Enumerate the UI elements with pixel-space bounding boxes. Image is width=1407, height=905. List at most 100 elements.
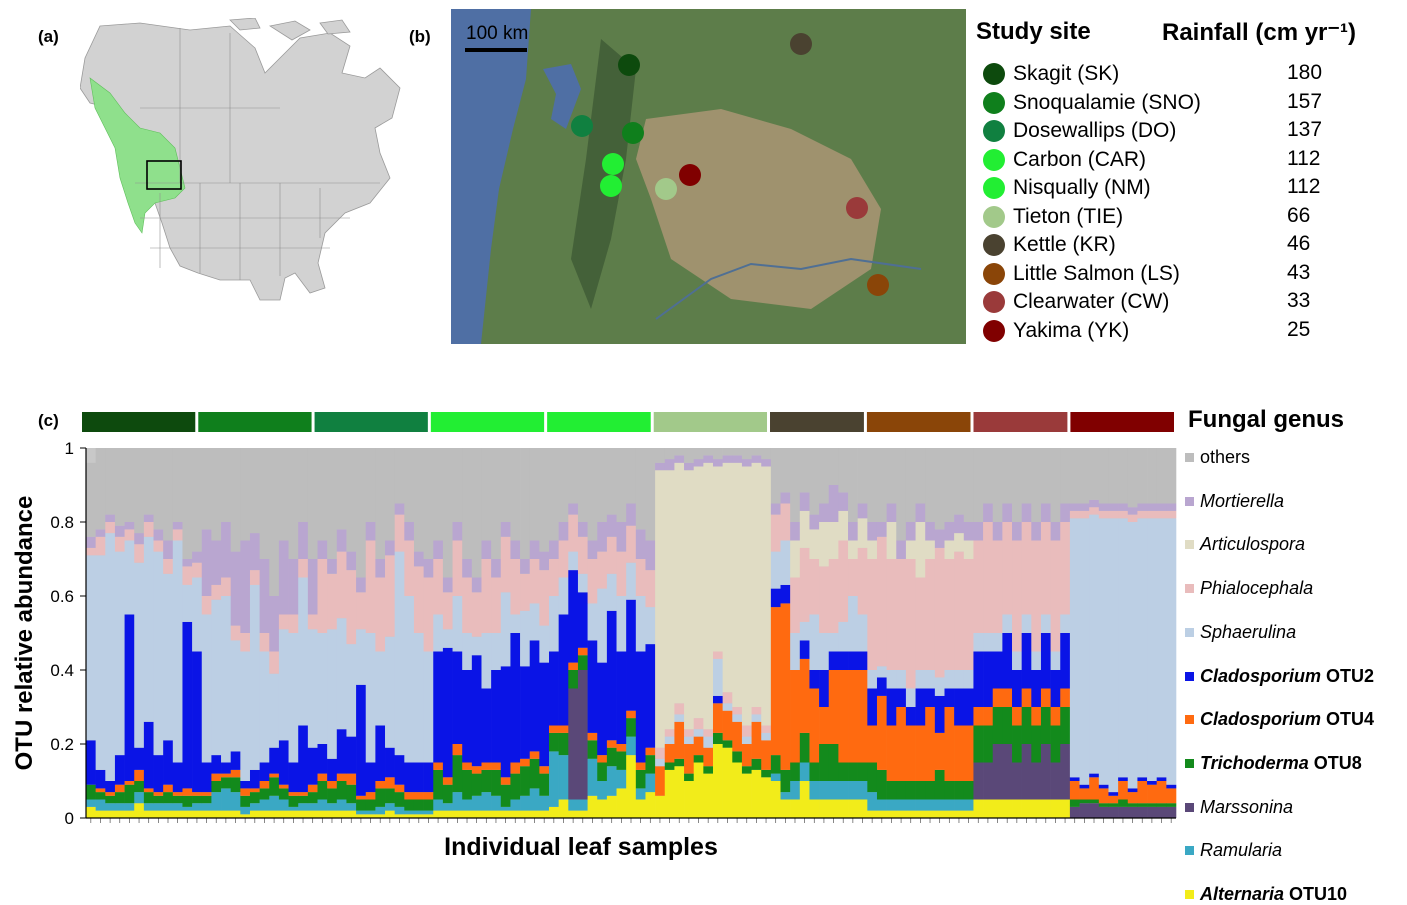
bar-segment bbox=[606, 766, 617, 796]
bar-segment bbox=[192, 792, 203, 796]
bar-segment bbox=[520, 573, 531, 611]
bar-segment bbox=[674, 455, 685, 463]
bar-segment bbox=[905, 799, 916, 811]
bar-segment bbox=[278, 448, 289, 541]
y-tick-label: 0.6 bbox=[50, 587, 74, 606]
bar-segment bbox=[761, 448, 772, 460]
bar-segment bbox=[606, 448, 617, 515]
y-axis-title: OTU relative abundance bbox=[11, 496, 38, 771]
bar-segment bbox=[886, 522, 897, 559]
site-rainfall: 180 bbox=[1287, 61, 1323, 84]
bar-segment bbox=[394, 755, 405, 785]
bar-segment bbox=[867, 810, 878, 818]
bar-segment bbox=[944, 670, 955, 689]
bar-segment bbox=[992, 522, 1003, 541]
bar-segment bbox=[1012, 651, 1022, 670]
bar-segment bbox=[404, 792, 415, 800]
bar-segment bbox=[828, 522, 839, 559]
bar-segment bbox=[896, 781, 907, 800]
bar-segment bbox=[568, 810, 579, 818]
bar-segment bbox=[664, 769, 675, 818]
bar-segment bbox=[549, 540, 559, 559]
bar-segment bbox=[491, 810, 502, 818]
bar-segment bbox=[934, 695, 945, 733]
bar-segment bbox=[1166, 448, 1177, 504]
bar-segment bbox=[983, 707, 994, 726]
bar-segment bbox=[433, 769, 444, 800]
bar-segment bbox=[876, 810, 887, 818]
bar-segment bbox=[288, 633, 299, 763]
bar-segment bbox=[983, 633, 994, 652]
bar-segment bbox=[838, 510, 849, 541]
bar-segment bbox=[1021, 799, 1032, 818]
bar-segment bbox=[520, 795, 531, 811]
bar-segment bbox=[1079, 448, 1090, 504]
bar-segment bbox=[732, 448, 743, 456]
site-color-dot bbox=[983, 205, 1005, 228]
bar-segment bbox=[1166, 806, 1177, 818]
bar-segment bbox=[954, 781, 965, 800]
bar-segment bbox=[1089, 514, 1100, 774]
bar-segment bbox=[934, 677, 945, 696]
bar-segment bbox=[394, 503, 405, 515]
bar-segment bbox=[983, 651, 994, 707]
site-color-dot bbox=[983, 91, 1005, 114]
bar-segment bbox=[616, 744, 627, 752]
bar-segment bbox=[751, 758, 762, 770]
bar-segment bbox=[1127, 803, 1138, 807]
bar-segment bbox=[278, 784, 289, 789]
bar-segment bbox=[192, 651, 203, 793]
bar-segment bbox=[143, 788, 154, 793]
bar-segment bbox=[664, 762, 675, 770]
bar-segment bbox=[712, 448, 723, 460]
bar-segment bbox=[385, 777, 395, 789]
bar-segment bbox=[510, 633, 521, 763]
bar-segment bbox=[1137, 806, 1148, 818]
bar-segment bbox=[385, 448, 395, 541]
bar-segment bbox=[790, 781, 801, 800]
bar-segment bbox=[751, 707, 762, 715]
bar-segment bbox=[809, 514, 820, 530]
bar-segment bbox=[925, 670, 936, 689]
bar-segment bbox=[288, 795, 299, 807]
bar-segment bbox=[915, 799, 926, 811]
bar-segment bbox=[230, 810, 241, 818]
bar-segment bbox=[963, 448, 974, 522]
bar-segment bbox=[433, 448, 444, 541]
bar-segment bbox=[249, 803, 260, 811]
bar-segment bbox=[819, 503, 830, 522]
bar-segment bbox=[732, 455, 743, 463]
bar-segment bbox=[1118, 781, 1129, 800]
bar-segment bbox=[172, 792, 183, 796]
bar-segment bbox=[1069, 777, 1080, 781]
bar-segment bbox=[375, 559, 386, 578]
bar-segment bbox=[577, 670, 588, 800]
bar-segment bbox=[375, 577, 386, 652]
bar-segment bbox=[1108, 803, 1119, 807]
bar-segment bbox=[780, 540, 791, 585]
bar-segment bbox=[577, 536, 588, 574]
bar-segment bbox=[790, 577, 801, 633]
bar-segment bbox=[1040, 799, 1051, 818]
bar-segment bbox=[95, 536, 106, 556]
site-color-dot bbox=[983, 148, 1005, 171]
bar-segment bbox=[876, 536, 887, 667]
bar-segment bbox=[481, 792, 492, 811]
bar-segment bbox=[867, 448, 878, 522]
bar-segment bbox=[317, 633, 328, 744]
bar-segment bbox=[471, 766, 482, 774]
legend-swatch bbox=[1185, 758, 1194, 768]
bar-segment bbox=[761, 725, 772, 733]
bar-segment bbox=[481, 769, 492, 793]
bar-segment bbox=[973, 799, 984, 818]
bar-segment bbox=[259, 448, 270, 559]
bar-segment bbox=[124, 540, 135, 615]
bar-segment bbox=[529, 810, 540, 818]
bar-segment bbox=[1137, 781, 1148, 804]
bar-segment bbox=[442, 784, 453, 804]
bar-segment bbox=[761, 459, 772, 467]
bar-segment bbox=[954, 810, 965, 818]
bar-segment bbox=[992, 799, 1003, 818]
bar-segment bbox=[134, 533, 145, 545]
bar-segment bbox=[799, 781, 810, 818]
